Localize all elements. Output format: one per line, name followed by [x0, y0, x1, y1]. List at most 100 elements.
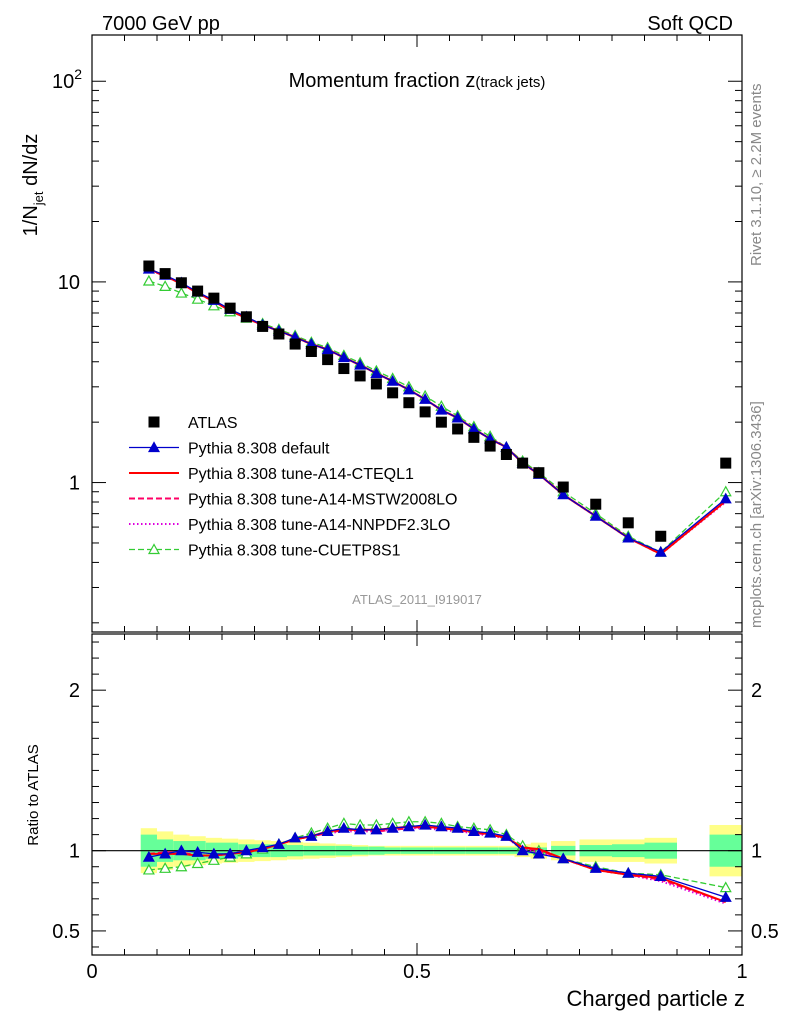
- ratio-series-line: [148, 827, 727, 905]
- ratio-series-point: [402, 820, 415, 832]
- series-point: [451, 411, 464, 423]
- ratio-series-point: [386, 821, 399, 833]
- legend-marker: [147, 441, 161, 453]
- series-point: [386, 374, 399, 386]
- data-point: [557, 481, 569, 493]
- legend-label: Pythia 8.308 tune-A14-CTEQL1: [188, 466, 414, 483]
- mcplots-label: mcplots.cern.ch [arXiv:1306.3436]: [748, 401, 765, 628]
- series-point: [654, 545, 667, 557]
- data-point: [354, 370, 366, 382]
- analysis-label: ATLAS_2011_I919017: [352, 592, 482, 607]
- ratio-series-point: [435, 820, 448, 832]
- ratio-series-point: [500, 829, 513, 841]
- series-point: [321, 343, 334, 355]
- ratio-series-line: [148, 825, 727, 903]
- ratio-series-point: [191, 846, 204, 857]
- ratio-series-point: [289, 831, 302, 843]
- data-point: [403, 397, 415, 409]
- data-point: [622, 517, 634, 529]
- data-point: [208, 292, 220, 304]
- data-point: [370, 378, 382, 390]
- data-point: [500, 448, 512, 460]
- ratio-series-point: [224, 847, 237, 859]
- ratio-series-point: [484, 826, 497, 838]
- ratio-series-point: [622, 866, 635, 878]
- ratio-y-tick-label: 2: [69, 680, 80, 702]
- ratio-series-point: [337, 821, 350, 833]
- data-point: [257, 320, 269, 332]
- series-point: [337, 351, 350, 363]
- ratio-series-point: [467, 825, 480, 837]
- ratio-series-point: [589, 862, 602, 873]
- x-tick-label: 0.5: [403, 961, 431, 983]
- ratio-series-point: [159, 862, 172, 873]
- data-point: [159, 268, 171, 280]
- x-tick-label: 1: [736, 961, 747, 983]
- data-point: [720, 457, 732, 469]
- y-axis-label-rest: dN/dz: [20, 134, 42, 192]
- ratio-frame: [91, 633, 743, 956]
- series-point: [370, 367, 383, 378]
- data-point: [175, 277, 187, 289]
- ratio-series-point: [532, 847, 545, 859]
- ratio-series-point: [175, 860, 188, 872]
- data-point: [224, 302, 236, 314]
- ratio-y-tick-label-right: 2: [751, 680, 762, 702]
- ratio-y-tick-label-right: 0.5: [751, 921, 779, 943]
- series-point: [159, 280, 172, 291]
- data-point: [240, 311, 252, 323]
- legend-label: Pythia 8.308 tune-A14-MSTW2008LO: [188, 492, 457, 509]
- data-point: [322, 354, 334, 366]
- ratio-series-point: [321, 825, 334, 837]
- ratio-series-point: [419, 818, 432, 830]
- series-point: [622, 531, 635, 543]
- data-point: [468, 431, 480, 443]
- y-tick-label: 1: [69, 473, 80, 495]
- data-point: [533, 467, 545, 479]
- data-point: [192, 285, 204, 297]
- series-point: [175, 286, 188, 298]
- x-axis-label: Charged particle z: [566, 986, 745, 1011]
- ratio-series-point: [354, 823, 367, 835]
- series-point: [557, 488, 570, 500]
- ratio-y-axis-label: Ratio to ATLAS: [25, 744, 42, 845]
- ratio-series-point: [451, 821, 464, 833]
- header-left: 7000 GeV pp: [102, 13, 220, 35]
- ratio-series-point: [159, 847, 172, 859]
- series-point: [142, 274, 155, 286]
- chart-title-main: Momentum fraction: [289, 70, 466, 92]
- ratio-series-line: [148, 825, 727, 903]
- legend-label: ATLAS: [188, 415, 238, 432]
- chart-title-sub: (track jets): [475, 74, 545, 91]
- data-point: [419, 406, 431, 418]
- y-axis-label-main: 1/N: [20, 205, 42, 236]
- x-tick-label: 0: [86, 961, 97, 983]
- series-point: [435, 403, 448, 415]
- data-point: [517, 457, 529, 469]
- data-point: [590, 498, 602, 510]
- series-point: [419, 393, 432, 404]
- ratio-series-point: [240, 844, 253, 856]
- y-tick-label-base: 10: [52, 71, 74, 93]
- series-point: [719, 492, 732, 504]
- data-point: [273, 328, 285, 340]
- legend-label: Pythia 8.308 default: [188, 441, 330, 458]
- series-point: [402, 383, 415, 395]
- legend-marker: [147, 543, 161, 555]
- ratio-series-point: [305, 829, 318, 841]
- y-tick-label-exponent: 2: [74, 66, 82, 82]
- ratio-series-point: [142, 850, 155, 862]
- series-point: [589, 509, 602, 521]
- ratio-series-point: [191, 857, 204, 869]
- series-point: [207, 299, 220, 311]
- data-point: [484, 440, 496, 452]
- y-tick-label: 102: [52, 66, 82, 93]
- chart-title-variable: z: [465, 70, 475, 92]
- legend-swatch: [148, 416, 160, 428]
- legend-label: Pythia 8.308 tune-CUETP8S1: [188, 543, 401, 560]
- data-point: [387, 387, 399, 399]
- ratio-series-point: [654, 870, 667, 881]
- data-point: [305, 345, 317, 357]
- ratio-series-point: [142, 863, 155, 875]
